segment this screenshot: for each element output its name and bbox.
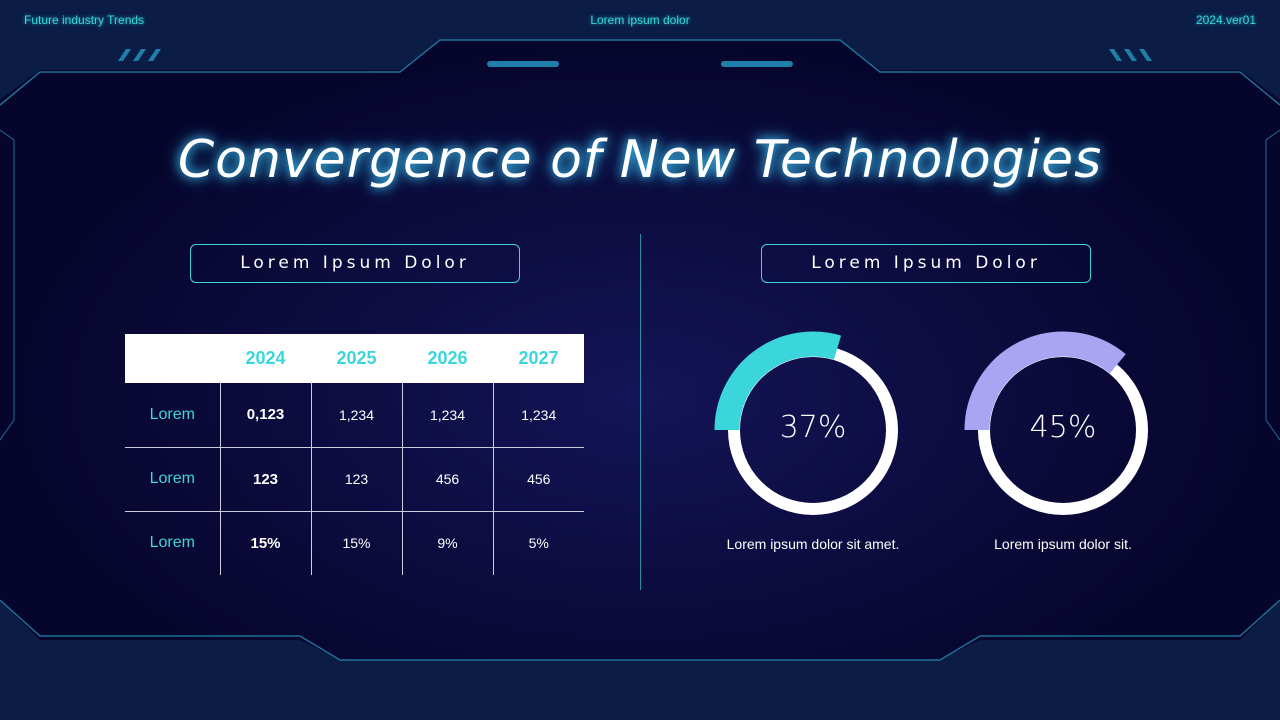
table-cell: 5% (492, 510, 584, 575)
table-header-row: 2024 2025 2026 2027 (125, 334, 584, 383)
table-cell: 1,234 (310, 383, 402, 447)
header-center-text: Lorem ipsum dolor (590, 13, 690, 27)
table-cell: 1,234 (401, 383, 493, 447)
table-cell: 123 (219, 446, 311, 511)
header-left-text: Future industry Trends (24, 13, 145, 27)
row-label: Lorem (125, 510, 220, 575)
row-label: Lorem (149, 405, 195, 423)
table-cell: 456 (401, 446, 493, 511)
header-right-text: 2024.ver01 (1195, 13, 1256, 27)
table-row: Lorem 123 123 456 456 (125, 446, 584, 511)
column-header: 2026 (402, 334, 493, 383)
donut-1-caption: Lorem ipsum dolor sit amet. (726, 536, 900, 552)
column-header: 2025 (311, 334, 402, 383)
donut-2-value-arc (964, 331, 1126, 431)
column-header: 2024 (220, 334, 311, 383)
table-row: Lorem 0,123 1,234 1,234 1,234 (125, 383, 584, 447)
right-panel-label: Lorem Ipsum Dolor (761, 244, 1091, 283)
slide-title: Convergence of New Technologies (177, 130, 1103, 190)
column-header: 2027 (493, 334, 584, 383)
donut-1-value: 37% (779, 410, 847, 445)
table-cell: 15% (219, 510, 311, 575)
left-panel-label: Lorem Ipsum Dolor (190, 244, 520, 283)
divider (640, 234, 641, 590)
table-row: Lorem 15% 15% 9% 5% (125, 510, 584, 575)
table-cell: 1,234 (492, 383, 584, 447)
row-label: Lorem (125, 446, 220, 511)
donut-2-caption: Lorem ipsum dolor sit. (994, 536, 1132, 552)
table-cell: 15% (310, 510, 402, 575)
table-cell: 123 (310, 446, 402, 511)
table-cell: 456 (492, 446, 584, 511)
column-header (125, 334, 220, 383)
donut-1-value-arc (714, 331, 842, 431)
donut-2-value: 45% (1029, 410, 1097, 445)
table-cell: 0,123 (219, 383, 311, 447)
data-table: 2024 2025 2026 2027 Lorem 0,123 1,234 1,… (125, 334, 584, 575)
table-cell: 9% (401, 510, 493, 575)
